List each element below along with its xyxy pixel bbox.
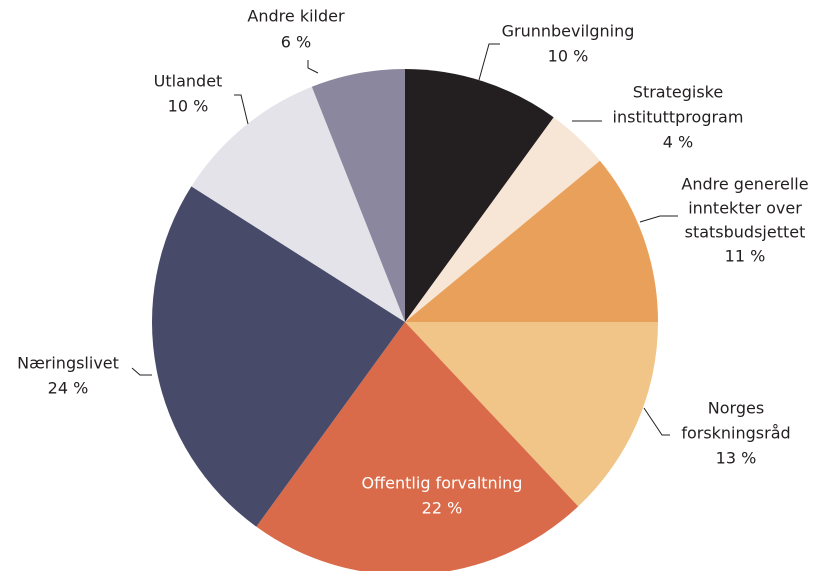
leader-line [478, 43, 500, 81]
slice-label: forskningsråd [681, 424, 790, 443]
pie-slice [152, 186, 405, 527]
slice-label: instituttprogram [613, 108, 744, 127]
slice-label: inntekter over [688, 199, 802, 218]
slice-label: statsbudsjettet [685, 223, 806, 242]
slice-label: Grunnbevilgning [502, 22, 635, 41]
leader-line [234, 94, 249, 125]
value-label: 4 % [663, 133, 693, 152]
value-label: 24 % [48, 379, 89, 398]
pie-slice [405, 322, 659, 507]
slice-label: Strategiske [633, 83, 723, 102]
value-label: 22 % [422, 499, 463, 518]
leader-line [307, 60, 319, 74]
value-label: 6 % [281, 33, 311, 52]
slice-label: Norges [708, 399, 764, 418]
value-label: 11 % [725, 247, 766, 266]
leader-line [131, 367, 152, 376]
value-label: 10 % [168, 97, 209, 116]
leader-lines [131, 43, 678, 436]
pie-slice [405, 160, 658, 322]
slice-label: Næringslivet [17, 354, 119, 373]
slice-label: Utlandet [154, 72, 223, 91]
slice-label: Andre generelle [681, 175, 808, 194]
pie-slice [405, 117, 600, 323]
leader-line [639, 215, 678, 223]
value-label: 10 % [548, 47, 589, 66]
pie-slice [311, 69, 405, 322]
pie-slice [405, 69, 554, 322]
leader-line [643, 407, 670, 436]
pie-slice [191, 86, 405, 323]
pie-slice [256, 322, 579, 571]
slice-label: Andre kilder [247, 7, 345, 26]
slice-label: Offentlig forvaltning [362, 474, 523, 493]
value-label: 13 % [716, 449, 757, 468]
pie [152, 69, 659, 571]
labels: Grunnbevilgning 10 % Strategiske instituttp… [17, 7, 809, 518]
